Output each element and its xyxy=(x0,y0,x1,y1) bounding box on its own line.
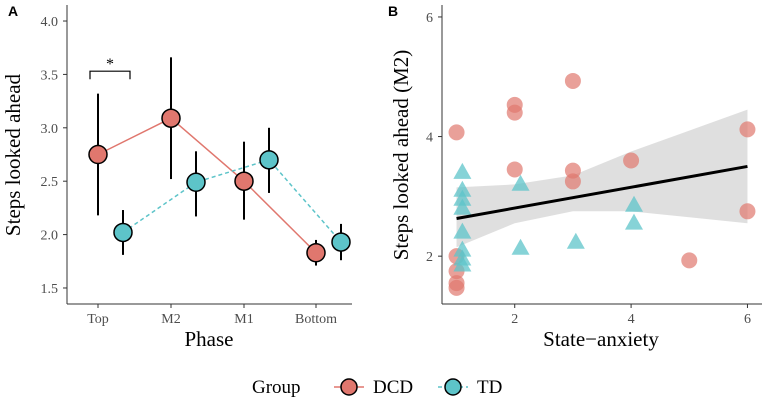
panel-b-dcd-point xyxy=(564,72,581,89)
panel-a-dcd-line xyxy=(97,117,317,254)
panel-a-td-point xyxy=(331,232,351,252)
panel-b-y-tick-label: 2 xyxy=(426,250,433,265)
panel-b-x-title: State−anxiety xyxy=(543,327,659,351)
panel-b-dcd-point xyxy=(448,279,465,296)
panel-a-td-line xyxy=(122,158,342,243)
panel-a-significance-label: * xyxy=(106,56,114,73)
panel-b-x-tick-label: 2 xyxy=(511,312,518,327)
panel-a-x-tick-label: Bottom xyxy=(295,312,337,327)
panel-b-dcd-point xyxy=(506,161,523,178)
panel-b: B 2 4 6 2 4 6 State−anxiety Steps looked ahe… xyxy=(388,3,762,351)
panel-b-dcd-point xyxy=(448,124,465,141)
panel-a-x-title: Phase xyxy=(185,327,234,351)
panel-b-regression-line xyxy=(456,164,748,220)
panel-b-y-title: Steps looked ahead (M2) xyxy=(389,50,413,261)
panel-b-td-point xyxy=(625,195,643,212)
panel-b-dcd-point xyxy=(506,104,523,121)
panel-b-dcd-point xyxy=(623,152,640,169)
panel-b-y-tick-label: 6 xyxy=(426,11,433,26)
panel-a-y-tick-label: 1.5 xyxy=(41,282,59,297)
panel-a-significance-bracket xyxy=(89,70,131,80)
panel-b-dcd-point xyxy=(739,203,756,220)
panel-a-y-tick-label: 4.0 xyxy=(41,15,59,30)
panel-b-td-point xyxy=(453,240,472,257)
panel-a-td-point xyxy=(259,150,279,170)
legend: Group DCD TD xyxy=(252,377,502,398)
panel-b-td-point xyxy=(453,162,472,179)
panel-b-td-point xyxy=(453,255,472,272)
panel-b-dcd-point xyxy=(564,173,581,190)
panel-a-y-title: Steps looked ahead xyxy=(1,73,25,236)
panel-b-td-point xyxy=(566,232,585,249)
panel-b-td-point xyxy=(453,189,472,206)
panel-b-dcd-point xyxy=(681,252,698,269)
panel-a-td-point xyxy=(186,172,206,193)
panel-b-td-point xyxy=(453,180,472,197)
legend-title: Group xyxy=(252,377,301,398)
panel-b-label: B xyxy=(388,3,398,19)
panel-b-td-point xyxy=(511,174,530,191)
panel-b-dcd-point xyxy=(739,121,756,138)
panel-a-dcd-point xyxy=(234,171,254,191)
panel-b-td-point xyxy=(625,213,643,230)
panel-a-y-tick-label: 3.5 xyxy=(41,68,59,83)
panel-a-dcd-point xyxy=(161,108,181,128)
panel-a-dcd-point xyxy=(88,144,108,165)
panel-a-x-tick-label: M2 xyxy=(161,312,180,327)
panel-a-x-tick-label: M1 xyxy=(234,312,253,327)
panel-a-y-tick-label: 3.0 xyxy=(41,122,59,137)
legend-td-label: TD xyxy=(477,377,502,398)
panel-b-y-tick-label: 4 xyxy=(426,131,433,146)
legend-dcd-label: DCD xyxy=(373,377,413,398)
panel-b-x-tick-label: 4 xyxy=(628,312,635,327)
panel-a-y-tick-label: 2.0 xyxy=(41,229,59,244)
panel-b-td-point xyxy=(453,198,472,215)
panel-a-label: A xyxy=(8,3,18,19)
panel-b-confidence-band xyxy=(456,109,748,248)
panel-b-td-point xyxy=(453,222,472,239)
panel-a-td-point xyxy=(113,222,133,243)
panel-a: A 1.5 2.0 2.5 3.0 3.5 4.0 Top M2 M1 Bottom * Pha… xyxy=(1,3,352,351)
legend-dcd-marker xyxy=(340,378,358,396)
panel-b-td-point xyxy=(511,238,530,255)
legend-td-marker xyxy=(444,378,462,396)
panel-a-x-tick-label: Top xyxy=(87,312,109,327)
panel-a-dcd-point xyxy=(306,242,326,263)
panel-b-x-tick-label: 6 xyxy=(744,312,751,327)
panel-a-y-tick-label: 2.5 xyxy=(41,175,59,190)
